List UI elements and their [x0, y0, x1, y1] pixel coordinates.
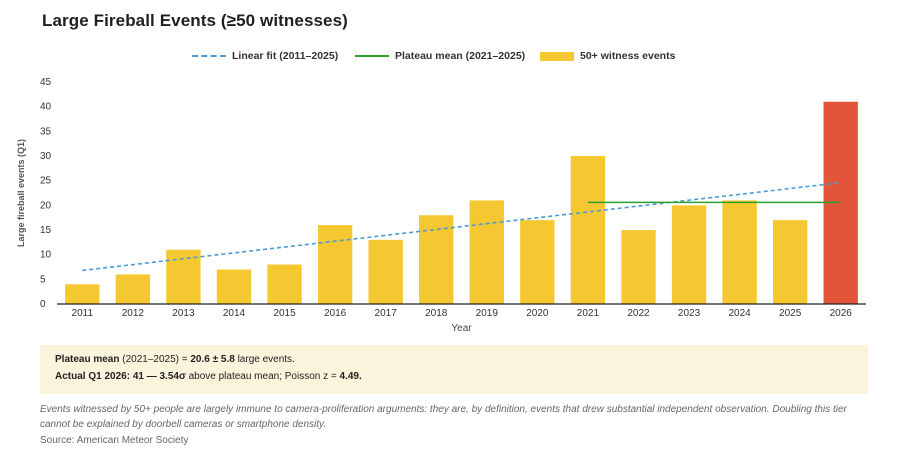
y-tick-label: 40 [40, 102, 52, 113]
y-tick-label: 5 [40, 274, 46, 285]
x-tick-label: 2020 [526, 308, 549, 319]
x-tick-label: 2024 [728, 308, 751, 319]
legend-item-bars: 50+ witness events [540, 50, 675, 62]
x-tick-label: 2019 [476, 308, 499, 319]
y-tick-label: 35 [40, 126, 52, 137]
footnote: Events witnessed by 50+ people are large… [40, 404, 847, 430]
x-tick-label: 2021 [577, 308, 600, 319]
stats-line-plateau: Plateau mean (2021–2025) = 20.6 ± 5.8 la… [55, 354, 295, 365]
y-axis-label: Large fireball events (Q1) [16, 139, 26, 247]
x-tick-label: 2013 [172, 308, 195, 319]
legend-swatch-bars [540, 51, 574, 61]
x-tick-label: 2015 [273, 308, 296, 319]
legend-label-linear-fit: Linear fit (2011–2025) [232, 50, 339, 62]
y-tick-label: 30 [40, 151, 52, 162]
legend-item-linear-fit: Linear fit (2011–2025) [192, 50, 338, 62]
x-axis-label: Year [451, 323, 472, 334]
bar [267, 264, 302, 304]
x-tick-label: 2017 [375, 308, 398, 319]
y-tick-label: 10 [40, 250, 52, 261]
y-tick-label: 20 [40, 200, 52, 211]
x-tick-label: 2026 [830, 308, 853, 319]
bar [722, 200, 757, 304]
x-tick-label: 2012 [122, 308, 145, 319]
stats-z-value: 4.49. [339, 371, 362, 382]
chart-title: Large Fireball Events (≥50 witnesses) [42, 11, 348, 30]
source-credit: Source: American Meteor Society [40, 435, 189, 446]
stats-plateau-range: (2021–2025) = [119, 354, 191, 365]
x-tick-label: 2025 [779, 308, 802, 319]
y-tick-label: 45 [40, 77, 52, 88]
legend-item-plateau: Plateau mean (2021–2025) [355, 50, 525, 62]
y-tick-label: 0 [40, 299, 46, 310]
y-tick-label: 25 [40, 176, 52, 187]
bar [65, 284, 100, 304]
x-tick-label: 2023 [678, 308, 701, 319]
bar [469, 200, 504, 304]
bar [772, 220, 808, 304]
stats-plateau-tail: large events. [234, 354, 295, 365]
legend-swatch-linear-fit [192, 55, 226, 57]
stats-actual-value: Actual Q1 2026: 41 — 3.54σ [55, 371, 186, 382]
linear-fit-line [82, 181, 841, 272]
overlay-lines [82, 181, 841, 272]
x-tick-label: 2022 [627, 308, 650, 319]
bar [419, 215, 454, 304]
legend-swatch-plateau [355, 55, 389, 57]
bar [520, 220, 555, 304]
x-tick-label: 2014 [223, 308, 246, 319]
bar [570, 156, 606, 304]
y-tick-label: 15 [40, 225, 52, 236]
x-tick-label: 2011 [72, 308, 94, 319]
legend-label-bars: 50+ witness events [580, 50, 676, 62]
stats-actual-mid: above plateau mean; Poisson z = [185, 371, 340, 382]
bar [671, 205, 707, 304]
bar [115, 274, 151, 304]
legend-label-plateau: Plateau mean (2021–2025) [395, 50, 526, 62]
x-axis-ticks: 2011 2012 2013 2014 2015 2016 2017 2018 2019 2020… [72, 308, 853, 319]
stats-plateau-label: Plateau mean [55, 354, 120, 365]
bars [65, 101, 858, 304]
x-tick-label: 2018 [425, 308, 448, 319]
bar [368, 239, 403, 304]
x-tick-label: 2016 [324, 308, 347, 319]
bar [216, 269, 252, 304]
stats-panel: Plateau mean (2021–2025) = 20.6 ± 5.8 la… [40, 345, 868, 394]
y-axis-ticks: 0 5 10 15 20 25 30 35 40 45 [40, 77, 52, 310]
bar [621, 230, 656, 304]
stats-line-actual: Actual Q1 2026: 41 — 3.54σ above plateau… [55, 371, 362, 382]
chart-legend: Linear fit (2011–2025) Plateau mean (202… [0, 50, 899, 68]
bar [317, 225, 353, 304]
stats-plateau-value: 20.6 ± 5.8 [190, 354, 235, 365]
